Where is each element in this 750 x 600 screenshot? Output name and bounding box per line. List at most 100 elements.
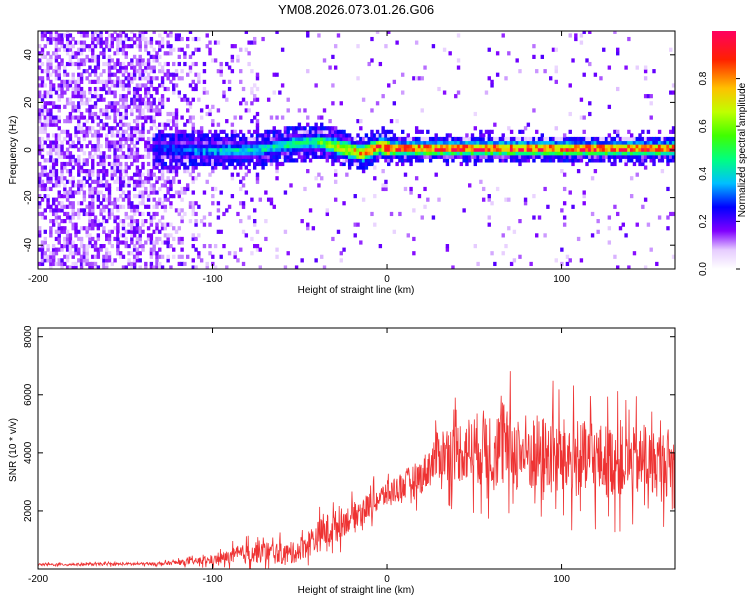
spectrogram-cell xyxy=(74,90,78,95)
spectrogram-cell xyxy=(470,136,475,142)
spectrogram-cell xyxy=(107,215,112,220)
spectrogram-cell xyxy=(269,140,274,145)
spectrogram-cell xyxy=(655,261,659,267)
spectrogram-cell xyxy=(384,158,388,163)
spectrogram-cell xyxy=(146,76,151,81)
spectrogram-cell xyxy=(194,83,198,88)
spectrogram-cell xyxy=(49,165,53,170)
spectrogram-cell xyxy=(504,140,508,145)
spectrogram-cell xyxy=(599,147,603,152)
spectrogram-cell xyxy=(211,161,215,167)
spectrogram-cell xyxy=(652,147,656,152)
spectrogram-cell xyxy=(180,47,184,52)
spectrogram-cell xyxy=(495,51,500,56)
spectrogram-cell xyxy=(183,158,187,163)
spectrogram-cell xyxy=(292,126,296,131)
spectrogram-cell xyxy=(77,72,81,77)
spectrogram-cell xyxy=(65,197,70,202)
spectrogram-cell xyxy=(490,83,494,88)
spectrogram-cell xyxy=(135,61,140,67)
spectrogram-cell xyxy=(135,172,140,177)
spectrogram-cell xyxy=(314,140,318,145)
y-tick-label: -20 xyxy=(23,190,34,205)
spectrogram-cell xyxy=(202,244,207,249)
spectrogram-cell xyxy=(107,126,112,131)
spectrogram-cell xyxy=(191,169,195,174)
spectrogram-cell xyxy=(155,179,159,184)
spectrogram-cell xyxy=(91,54,95,59)
spectrogram-cell xyxy=(448,140,452,145)
colorbar-tick-label: 0.2 xyxy=(698,214,709,228)
spectrogram-cell xyxy=(280,136,285,142)
spectrogram-cell xyxy=(367,140,371,145)
spectrogram-cell xyxy=(174,133,179,138)
spectrogram-cell xyxy=(121,226,126,231)
spectrogram-cell xyxy=(96,115,101,120)
spectrogram-cell xyxy=(414,151,419,156)
spectrogram-cell xyxy=(230,69,235,74)
spectrogram-cell xyxy=(554,140,558,145)
spectrogram-cell xyxy=(361,151,366,156)
spectrogram-cell xyxy=(160,215,165,220)
spectrogram-cell xyxy=(501,154,505,159)
spectrogram-cell xyxy=(121,169,126,174)
spectrogram-cell xyxy=(579,140,584,145)
spectrogram-cell xyxy=(172,226,176,231)
spectrogram-cell xyxy=(105,44,109,49)
spectrogram-cell xyxy=(442,151,447,156)
spectrogram-cell xyxy=(585,140,589,145)
spectrogram-cell xyxy=(437,197,441,202)
spectrogram-cell xyxy=(135,86,140,92)
spectrogram-cell xyxy=(222,165,226,170)
spectrogram-cell xyxy=(174,122,179,127)
spectrogram-cell xyxy=(244,165,249,170)
spectrogram-cell xyxy=(149,233,154,238)
spectrogram-cell xyxy=(132,72,137,77)
spectrogram-cell xyxy=(180,158,184,163)
spectrogram-cell xyxy=(230,58,235,63)
spectrogram-cell xyxy=(241,183,246,188)
spectrogram-cell xyxy=(158,161,162,167)
spectrogram-cell xyxy=(191,115,195,120)
spectrogram-cell xyxy=(384,44,388,49)
spectrogram-cell xyxy=(546,136,550,142)
spectrogram-cell xyxy=(91,265,95,269)
spectrogram-cell xyxy=(434,136,438,142)
spectrogram-cell xyxy=(613,254,617,259)
spectrogram-cell xyxy=(297,144,302,149)
spectrogram-cell xyxy=(51,254,56,259)
spectrogram-cell xyxy=(255,111,260,117)
spectrogram-cell xyxy=(102,86,106,92)
spectrogram-cell xyxy=(333,140,338,145)
spectrogram-cell xyxy=(163,144,168,149)
spectrogram-cell xyxy=(568,140,572,145)
spectrogram-cell xyxy=(507,151,511,156)
spectrogram-cell xyxy=(116,79,120,84)
spectrogram-cell xyxy=(118,111,123,117)
spectrogram-cell xyxy=(79,226,84,231)
spectrogram-cell xyxy=(593,154,598,159)
spectrogram-cell xyxy=(91,211,95,217)
spectrogram-cell xyxy=(347,165,352,170)
spectrogram-cell xyxy=(118,144,123,149)
spectrogram-cell xyxy=(110,104,114,109)
spectrogram-cell xyxy=(118,140,123,145)
spectrogram-cell xyxy=(166,176,170,181)
spectrogram-cell xyxy=(68,169,73,174)
spectrogram-cell xyxy=(233,133,237,138)
spectrogram-cell xyxy=(373,165,377,170)
spectrogram-cell xyxy=(543,140,547,145)
spectrogram-cell xyxy=(43,183,47,188)
spectrogram-cell xyxy=(60,226,64,231)
spectrogram-cell xyxy=(590,176,595,181)
spectrogram-cell xyxy=(79,126,84,131)
spectrogram-cell xyxy=(247,169,251,174)
spectrogram-cell xyxy=(557,140,561,145)
spectrogram-cell xyxy=(38,136,42,142)
spectrogram-cell xyxy=(320,126,324,131)
spectrogram-cell xyxy=(518,219,522,224)
spectrogram-cell xyxy=(43,254,47,259)
spectrogram-cell xyxy=(130,65,134,70)
spectrogram-cell xyxy=(641,151,645,156)
spectrogram-cell xyxy=(71,211,75,217)
